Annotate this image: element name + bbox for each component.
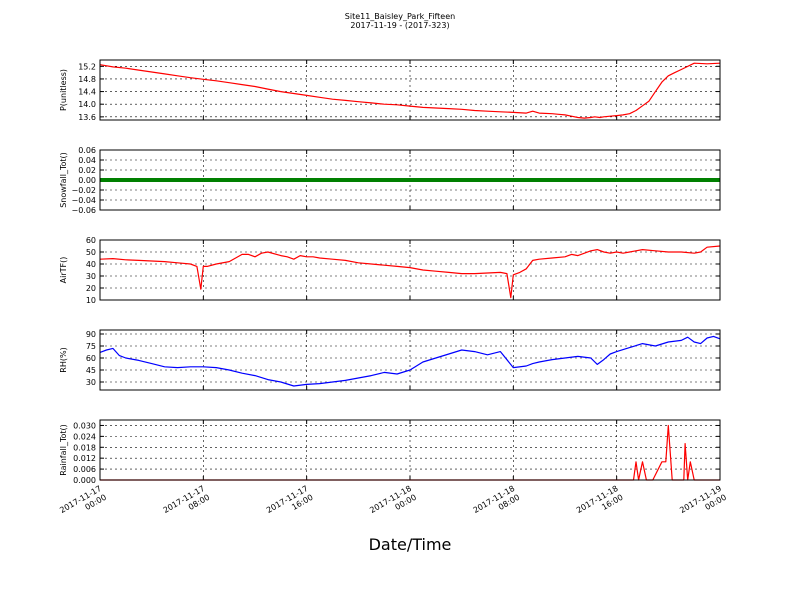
y-tick-label: 0.04 [78,156,96,165]
panel-4: 90 75 60 45 30 RH(%) [59,329,721,391]
y-tick-label: 0.00 [78,176,96,185]
y-tick-label: 0.018 [73,443,96,452]
y-tick-label: 50 [86,248,96,257]
y-tick-label: 14.0 [78,100,96,109]
plot-frame [99,329,721,391]
y-tick-label: 0.006 [73,465,96,474]
y-tick-label: 0.030 [73,421,96,430]
y-tick-label: 10 [86,296,96,305]
y-axis-label: Snowfall_Tot() [59,152,68,208]
plot-frame [99,419,721,481]
x-tick-label: 2017-11-1800:00 [368,484,418,524]
y-tick-label: 20 [86,284,96,293]
y-tick-label: 30 [86,378,96,387]
panel-5: 0.030 0.024 0.018 0.012 0.006 0.000 Rainfall_T… [59,419,721,485]
y-tick-label: 40 [86,260,96,269]
plot-frame [99,149,721,211]
x-tick-labels: 2017-11-1700:00 2017-11-1708:00 2017-11-17… [58,484,728,524]
y-tick-label: 13.6 [78,113,96,122]
x-tick-label: 2017-11-1708:00 [162,484,212,524]
y-tick-label: −0.04 [71,196,96,205]
x-tick-label: 2017-11-1716:00 [265,484,315,524]
y-tick-label: −0.02 [71,186,96,195]
panel-1: 15.2 14.8 14.4 14.0 13.6 P(unitless) [59,59,721,122]
series-line [99,245,721,299]
y-tick-label: 0.06 [78,146,96,155]
chart-subtitle: 2017-11-19 - (2017-323) [350,21,450,30]
series-line [100,424,720,481]
plot-frame [99,59,721,121]
y-tick-label: −0.06 [71,206,96,215]
y-tick-label: 45 [86,366,96,375]
y-tick-label: 15.2 [78,62,96,71]
panel-2: 0.060.040.020.00−0.02−0.04−0.06Snowfall_… [59,146,721,215]
x-tick-label: 2017-11-1808:00 [472,484,522,524]
y-tick-label: 0.02 [78,166,96,175]
series-line [99,335,721,387]
y-axis-label: RH(%) [59,347,68,372]
y-tick-label: 75 [86,342,96,351]
y-tick-label: 14.4 [78,88,96,97]
series-line [99,62,721,119]
y-tick-label: 14.8 [78,75,96,84]
y-axis-label: AirTF() [59,257,68,284]
y-tick-label: 0.024 [73,432,96,441]
x-tick-label: 2017-11-1700:00 [58,484,108,524]
y-axis-label: P(unitless) [59,69,68,111]
y-axis-label: Rainfall_Tot() [59,424,68,476]
panel-3: 60 50 40 30 20 10 AirTF() [59,236,721,305]
y-tick-label: 0.000 [73,476,96,485]
y-tick-label: 30 [86,272,96,281]
y-tick-label: 90 [86,330,96,339]
x-tick-label: 2017-11-1900:00 [678,484,728,524]
plot-frame [99,239,721,301]
x-tick-label: 2017-11-1816:00 [575,484,625,524]
y-tick-label: 60 [86,236,96,245]
chart-title: Site11_Baisley_Park_Fifteen [344,12,456,21]
y-tick-label: 60 [86,354,96,363]
x-axis-label: Date/Time [369,535,452,554]
y-tick-label: 0.012 [73,454,96,463]
